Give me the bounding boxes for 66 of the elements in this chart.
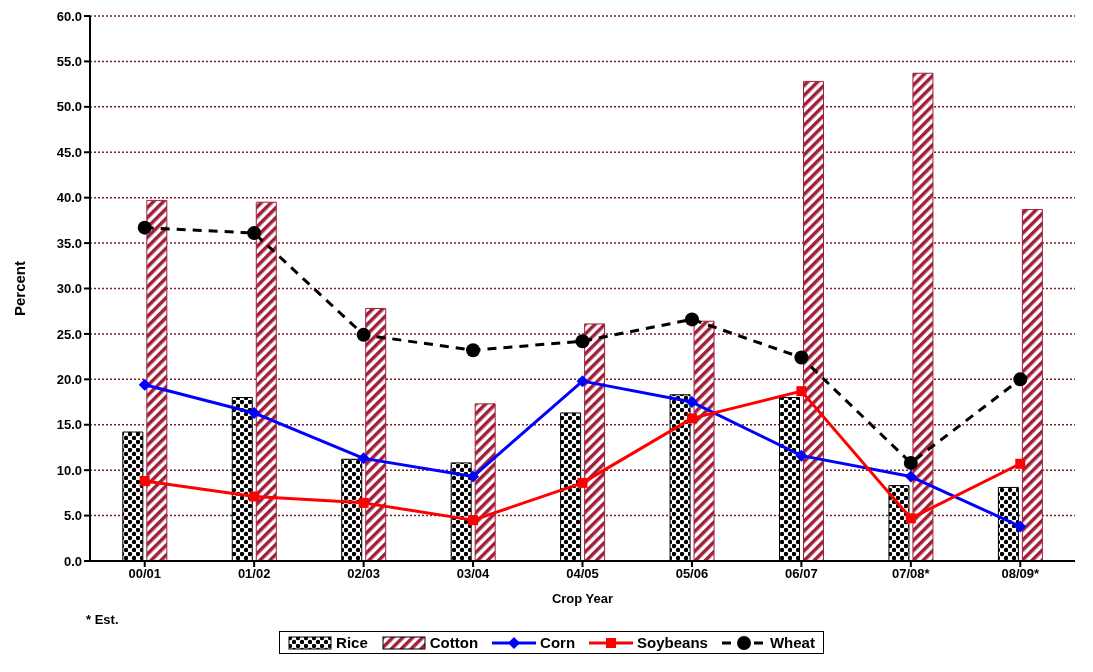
point: [1013, 372, 1028, 387]
point: [358, 497, 369, 508]
bar: [255, 201, 277, 561]
bar: [365, 307, 387, 561]
bar: [803, 80, 824, 561]
legend-label: Cotton: [429, 634, 479, 651]
point: [468, 515, 479, 526]
point: [249, 491, 260, 502]
y-tick-label: 35.0: [56, 235, 82, 251]
text: * Est.: [86, 612, 119, 627]
point: [684, 312, 699, 327]
legend-label: Corn: [540, 634, 576, 651]
point: [137, 220, 152, 235]
y-axis-title: Percent: [11, 260, 29, 317]
bar: [584, 323, 606, 561]
y-tick-label: 25.0: [56, 326, 82, 342]
x-tick-label: 06/07: [785, 566, 818, 582]
y-tick-label: 60.0: [56, 8, 82, 24]
bar: [1021, 208, 1043, 561]
x-axis-title: Crop Year: [551, 591, 614, 606]
y-tick-label: 10.0: [56, 462, 82, 478]
point: [356, 327, 371, 342]
y-tick-label: 50.0: [56, 99, 82, 115]
point: [466, 343, 481, 358]
legend-label: Soybeans: [637, 634, 708, 651]
point: [904, 470, 917, 483]
x-tick-label: 04/05: [566, 566, 599, 582]
x-tick-label: 03/04: [456, 566, 491, 582]
point: [1015, 458, 1026, 469]
y-tick-label: 45.0: [56, 144, 82, 160]
bar: [474, 403, 496, 561]
y-tick-label: 55.0: [56, 54, 82, 70]
point: [138, 378, 151, 391]
point: [577, 477, 588, 488]
point: [247, 226, 262, 241]
point: [795, 449, 808, 462]
y-tick-label: 5.0: [63, 508, 82, 524]
point: [794, 350, 809, 365]
bar: [693, 320, 715, 561]
point: [467, 470, 480, 483]
x-tick-label: 00/01: [128, 566, 161, 582]
y-tick-label: 20.0: [56, 371, 82, 387]
y-tick-label: 0.0: [63, 553, 82, 569]
y-tick-label: 30.0: [56, 281, 82, 297]
point: [357, 452, 370, 465]
y-tick-label: 15.0: [56, 417, 82, 433]
x-tick-label: 08/09*: [1001, 566, 1041, 582]
x-tick-label: 02/03: [347, 566, 380, 582]
legend-label: Rice: [336, 634, 368, 651]
point: [139, 476, 150, 487]
x-tick-label: 05/06: [675, 566, 709, 582]
point: [905, 513, 916, 524]
bar: [146, 199, 168, 561]
point: [685, 396, 698, 409]
y-tick-label: 40.0: [56, 190, 82, 206]
x-tick-label: 07/08*: [892, 566, 931, 582]
point: [1014, 520, 1027, 533]
legend-label: Wheat: [769, 634, 815, 651]
point: [576, 375, 589, 388]
point: [903, 455, 918, 470]
x-tick-label: 01/02: [237, 566, 271, 582]
point: [575, 334, 590, 349]
point: [248, 406, 261, 419]
point: [686, 413, 697, 424]
point: [796, 386, 807, 397]
bar: [912, 72, 934, 561]
